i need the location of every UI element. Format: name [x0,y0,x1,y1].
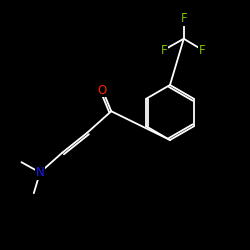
Text: F: F [180,12,187,25]
Text: O: O [98,84,107,96]
Text: N: N [36,166,44,179]
Text: F: F [160,44,167,57]
Text: F: F [199,44,206,57]
